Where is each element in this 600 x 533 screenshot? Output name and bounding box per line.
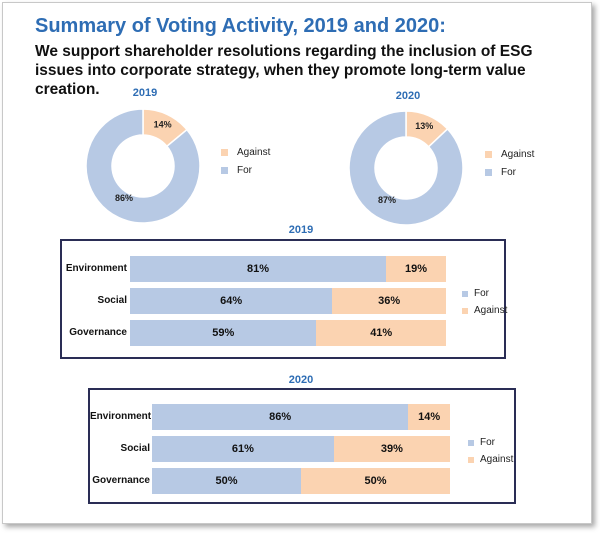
legend-label: For — [474, 288, 489, 299]
data-label-for: 81% — [246, 263, 269, 275]
bar-against — [385, 256, 446, 282]
data-label-against: 14% — [418, 411, 441, 423]
legend-swatch-for — [462, 290, 468, 297]
data-label-against: 19% — [404, 263, 427, 275]
bar-for — [130, 288, 333, 314]
legend-swatch-for — [221, 166, 228, 174]
legend-label: Against — [480, 454, 514, 465]
bar-for — [152, 468, 301, 494]
bar-for — [152, 436, 334, 462]
data-label-against: 39% — [380, 443, 403, 455]
legend-label: Against — [501, 148, 535, 160]
legend-swatch-for — [468, 439, 474, 446]
data-label-against: 41% — [370, 327, 393, 339]
donut-label-against: 14% — [154, 119, 172, 129]
legend-item-for: For — [221, 161, 270, 179]
data-label-for: 59% — [212, 327, 235, 339]
bar-against — [332, 288, 446, 314]
bar-against — [301, 468, 450, 494]
bar-for — [130, 256, 386, 282]
bar-against — [408, 404, 450, 430]
bars-2019-title: 2019 — [288, 224, 314, 236]
category-label: Environment — [65, 263, 127, 274]
legend-item-for: For — [468, 434, 513, 451]
legend-item-against: Against — [221, 143, 270, 161]
legend-swatch-for — [485, 168, 492, 176]
bars-2020-legend: For Against — [468, 434, 513, 468]
legend-swatch-against — [221, 148, 228, 156]
legend-label: Against — [474, 305, 508, 316]
legend-item-against: Against — [485, 145, 534, 163]
donut-slice-for — [348, 110, 464, 226]
legend-item-against: Against — [462, 302, 507, 319]
category-label: Governance — [69, 327, 127, 338]
data-label-for: 61% — [231, 443, 254, 455]
donut-slice-for — [85, 108, 201, 224]
bar-for — [152, 404, 409, 430]
donut-2020-legend: Against For — [485, 145, 534, 181]
legend-label: For — [501, 166, 516, 178]
page-title: Summary of Voting Activity, 2019 and 202… — [35, 15, 446, 37]
data-label-for: 50% — [215, 475, 238, 487]
legend-label: For — [480, 437, 495, 448]
donut-label-for: 86% — [115, 193, 133, 203]
donut-label-for: 87% — [378, 195, 396, 205]
donut-2019-legend: Against For — [221, 143, 270, 179]
legend-label: Against — [237, 146, 271, 158]
data-label-against: 50% — [364, 475, 387, 487]
page-subtitle: We support shareholder resolutions regar… — [35, 43, 533, 98]
data-label-for: 64% — [220, 295, 243, 307]
legend-item-against: Against — [468, 451, 513, 468]
data-label-for: 86% — [269, 411, 292, 423]
category-label: Environment — [90, 411, 152, 422]
bar-against — [316, 320, 446, 346]
bars-2019-legend: For Against — [462, 285, 507, 319]
donut-2019-title: 2019 — [132, 87, 158, 99]
legend-item-for: For — [485, 163, 534, 181]
bars-2020-title: 2020 — [288, 374, 314, 386]
data-label-against: 36% — [378, 295, 401, 307]
category-label: Social — [97, 295, 127, 306]
legend-swatch-against — [468, 456, 474, 463]
bars-2019-bar-chart: Environment 81% 19% Social 64% 36% Governance 5… — [60, 239, 507, 359]
donut-2020-title: 2020 — [395, 90, 421, 102]
legend-label: For — [237, 164, 252, 176]
slide-frame: Summary of Voting Activity, 2019 and 202… — [2, 2, 592, 524]
donut-label-against: 13% — [415, 121, 433, 131]
category-label: Social — [120, 443, 150, 454]
legend-swatch-against — [485, 150, 492, 158]
legend-swatch-against — [462, 307, 468, 314]
bars-2020-bar-chart: Environment 86% 14% Social 61% 39% Governance 5… — [88, 388, 516, 504]
legend-item-for: For — [462, 285, 507, 302]
bar-for — [130, 320, 317, 346]
bar-against — [333, 436, 450, 462]
category-label: Governance — [92, 475, 150, 486]
